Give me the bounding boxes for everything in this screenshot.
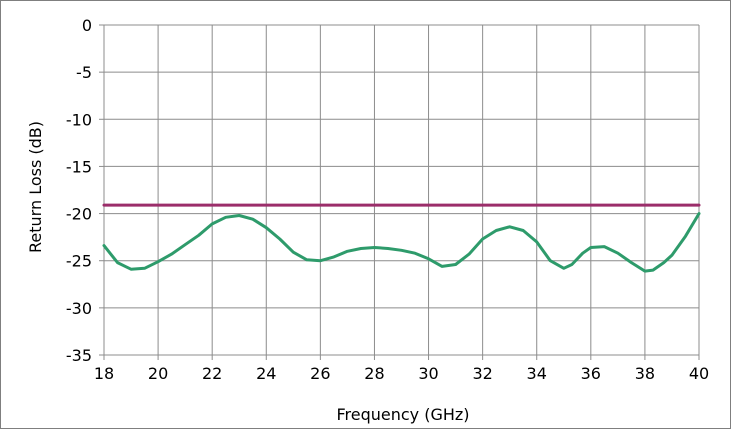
y-tick-label: 0 [82, 16, 92, 35]
x-tick-label: 36 [581, 364, 601, 383]
x-tick-label: 18 [94, 364, 114, 383]
x-tick-label: 32 [472, 364, 492, 383]
y-tick-label: -25 [66, 252, 92, 271]
x-tick-label: 22 [202, 364, 222, 383]
y-tick-label: -10 [66, 110, 92, 129]
y-tick-labels: 0 -5 -10 -15 -20 -25 -30 -35 [66, 16, 92, 365]
gridlines [99, 24, 700, 360]
y-tick-label: -35 [66, 346, 92, 365]
y-tick-label: -30 [66, 299, 92, 318]
x-tick-label: 34 [527, 364, 547, 383]
y-tick-label: -5 [76, 63, 92, 82]
x-tick-label: 26 [310, 364, 330, 383]
x-tick-label: 38 [635, 364, 655, 383]
x-tick-label: 40 [689, 364, 709, 383]
y-tick-label: -15 [66, 157, 92, 176]
y-axis-title: Return Loss (dB) [26, 121, 45, 253]
x-tick-labels: 18 20 22 24 26 28 30 32 34 36 38 40 [94, 364, 709, 383]
x-tick-label: 28 [364, 364, 384, 383]
series-line-1 [102, 212, 701, 273]
y-tick-label: -20 [66, 205, 92, 224]
x-tick-label: 20 [148, 364, 168, 383]
x-axis-title: Frequency (GHz) [336, 405, 469, 424]
x-tick-label: 30 [418, 364, 438, 383]
x-tick-label: 24 [256, 364, 276, 383]
series-group [102, 203, 701, 273]
